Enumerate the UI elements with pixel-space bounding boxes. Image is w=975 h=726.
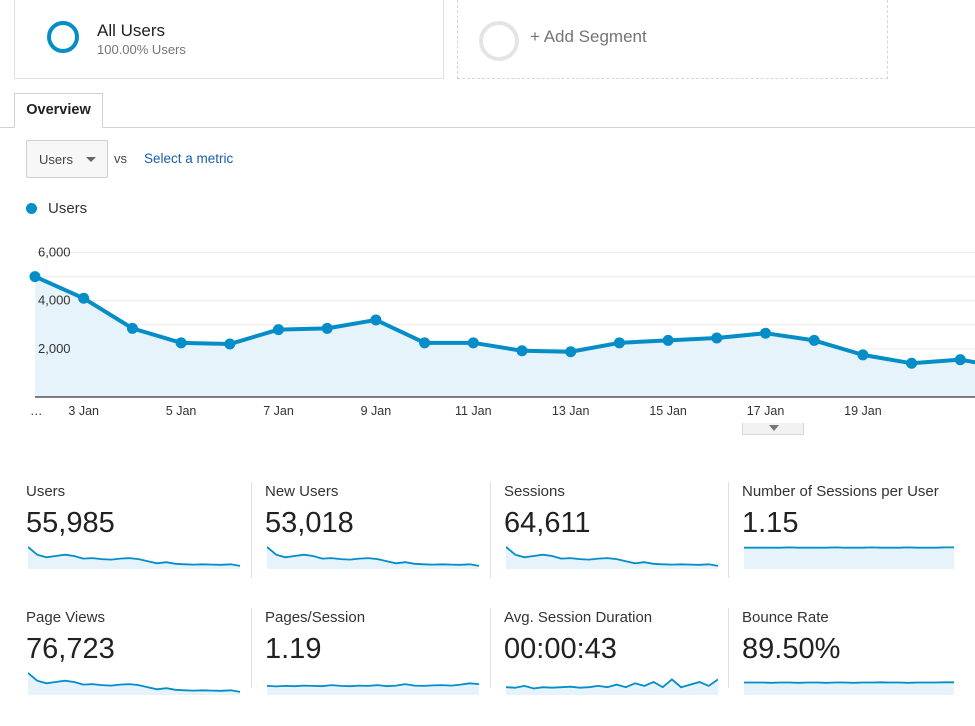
- data-point-users[interactable]: [370, 314, 381, 325]
- users-line-chart: 6,000 4,000 2,000 … 3 Jan 5 Jan 7 Jan 9 Jan 11 J…: [0, 225, 975, 430]
- scorecard-bounce-rate[interactable]: Bounce Rate 89.50%: [742, 606, 972, 726]
- x-tick-label: 15 Jan: [649, 404, 687, 418]
- scorecard-value: 1.19: [265, 633, 321, 666]
- vs-label: vs: [114, 151, 127, 166]
- data-point-users[interactable]: [809, 335, 820, 346]
- segment-title: All Users: [97, 21, 165, 41]
- scorecard-label: Avg. Session Duration: [504, 609, 652, 626]
- metric-select[interactable]: Users: [26, 140, 108, 178]
- x-tick-label: 7 Jan: [263, 404, 294, 418]
- legend-label-users: Users: [48, 200, 87, 217]
- scorecard-value: 76,723: [26, 633, 115, 666]
- scorecard-value: 1.15: [742, 507, 798, 540]
- add-segment-label: + Add Segment: [530, 27, 647, 47]
- data-point-users[interactable]: [127, 323, 138, 334]
- scorecard-page-views[interactable]: Page Views 76,723: [26, 606, 256, 726]
- x-tick-label: …: [30, 404, 43, 418]
- scorecard-value: 64,611: [504, 507, 591, 540]
- scorecard-label: Page Views: [26, 609, 105, 626]
- sparkline-area: [744, 682, 954, 695]
- x-tick-label: 9 Jan: [361, 404, 392, 418]
- y-tick-label: 2,000: [38, 341, 71, 356]
- scorecard-sessions[interactable]: Sessions 64,611: [504, 480, 734, 600]
- segment-subtitle: 100.00% Users: [97, 42, 186, 57]
- segment-ring-icon: [47, 21, 79, 53]
- sparkline-line: [744, 682, 954, 683]
- data-point-users[interactable]: [273, 324, 284, 335]
- segment-card-all-users[interactable]: All Users 100.00% Users: [14, 0, 444, 79]
- x-tick-label: 5 Jan: [166, 404, 197, 418]
- scorecard-users[interactable]: Users 55,985: [26, 480, 256, 600]
- scorecard-value: 89.50%: [742, 633, 840, 666]
- scorecard-divider: [728, 482, 729, 578]
- scorecard-value: 55,985: [26, 507, 115, 540]
- scorecard-sparkline: [267, 543, 479, 569]
- data-point-users[interactable]: [565, 346, 576, 357]
- add-segment-card[interactable]: + Add Segment: [457, 0, 888, 79]
- data-point-users[interactable]: [760, 328, 771, 339]
- scorecard-sparkline: [506, 543, 718, 569]
- data-point-users[interactable]: [517, 345, 528, 356]
- chevron-down-icon: [86, 157, 96, 162]
- data-point-users[interactable]: [857, 349, 868, 360]
- data-point-users[interactable]: [468, 337, 479, 348]
- data-point-users[interactable]: [322, 323, 333, 334]
- scorecard-sparkline: [28, 669, 240, 695]
- tab-overview[interactable]: Overview: [14, 93, 103, 128]
- scorecard-sparkline: [744, 543, 954, 569]
- tab-bar-divider: [0, 127, 975, 128]
- data-point-users[interactable]: [663, 335, 674, 346]
- scorecard-label: Users: [26, 483, 65, 500]
- select-metric-link[interactable]: Select a metric: [144, 151, 233, 166]
- data-point-users[interactable]: [955, 354, 966, 365]
- metric-select-value: Users: [39, 152, 73, 167]
- scorecard-divider: [251, 482, 252, 578]
- caret-down-icon: [769, 425, 779, 431]
- x-tick-label: 3 Jan: [68, 404, 99, 418]
- data-point-users[interactable]: [906, 358, 917, 369]
- x-tick-label: 11 Jan: [455, 404, 492, 418]
- scorecard-divider: [490, 482, 491, 578]
- scorecard-label: Pages/Session: [265, 609, 365, 626]
- scorecard-sparkline: [506, 669, 718, 695]
- chart-scroll-handle[interactable]: [742, 423, 804, 435]
- x-tick-label: 17 Jan: [747, 404, 785, 418]
- scorecard-pages-session[interactable]: Pages/Session 1.19: [265, 606, 495, 726]
- y-tick-label: 4,000: [38, 293, 71, 308]
- scorecard-divider: [728, 608, 729, 688]
- scorecard-value: 00:00:43: [504, 633, 617, 666]
- data-point-users[interactable]: [419, 337, 430, 348]
- data-point-users[interactable]: [30, 271, 41, 282]
- data-point-users[interactable]: [224, 339, 235, 350]
- scorecard-avg-session-duration[interactable]: Avg. Session Duration 00:00:43: [504, 606, 734, 726]
- y-tick-label: 6,000: [38, 245, 71, 260]
- data-point-users[interactable]: [78, 293, 89, 304]
- scorecard-sparkline: [267, 669, 479, 695]
- data-point-users[interactable]: [614, 337, 625, 348]
- sparkline-line: [267, 683, 479, 686]
- scorecard-label: Number of Sessions per User: [742, 483, 939, 500]
- x-tick-label: 19 Jan: [844, 404, 882, 418]
- data-point-users[interactable]: [176, 337, 187, 348]
- scorecard-value: 53,018: [265, 507, 354, 540]
- scorecard-sparkline: [28, 543, 240, 569]
- scorecard-label: New Users: [265, 483, 338, 500]
- scorecard-label: Sessions: [504, 483, 565, 500]
- series-area-users: [35, 277, 975, 397]
- scorecard-new-users[interactable]: New Users 53,018: [265, 480, 495, 600]
- scorecard-sparkline: [744, 669, 954, 695]
- sparkline-area: [744, 547, 954, 569]
- legend-dot-users: [26, 203, 37, 214]
- data-point-users[interactable]: [711, 333, 722, 344]
- scorecard-number-of-sessions-per-user[interactable]: Number of Sessions per User 1.15: [742, 480, 972, 600]
- scorecard-divider: [251, 608, 252, 688]
- scorecard-label: Bounce Rate: [742, 609, 829, 626]
- scorecard-divider: [490, 608, 491, 688]
- add-segment-ring-icon: [479, 21, 519, 61]
- x-tick-label: 13 Jan: [552, 404, 590, 418]
